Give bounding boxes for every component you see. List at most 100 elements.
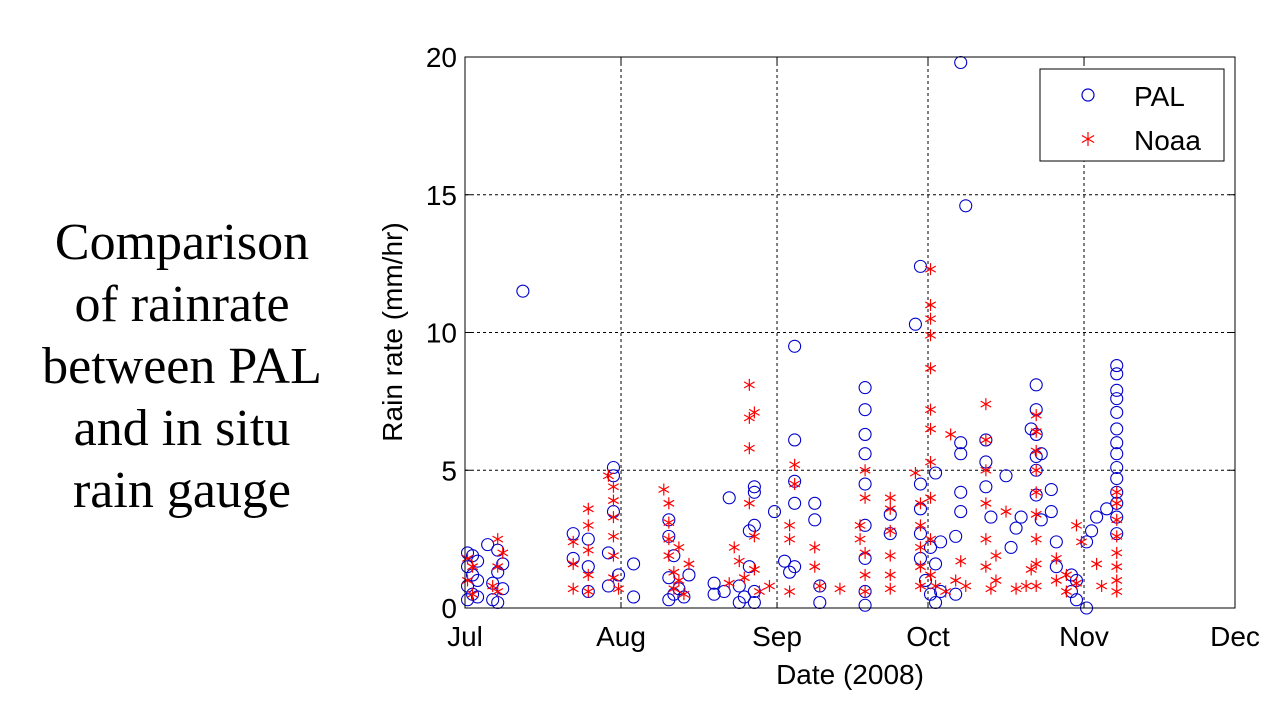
pal-point [913, 477, 928, 491]
y-axis-ticks: 0 5 10 15 20 [426, 42, 1235, 624]
y-axis-label: Rain rate (mm/hr) [377, 222, 408, 441]
noaa-point [784, 519, 796, 532]
noaa-point [1111, 585, 1123, 598]
noaa-point [980, 464, 992, 477]
pal-point [722, 491, 736, 505]
noaa-point [1070, 577, 1082, 590]
pal-point [1110, 359, 1124, 373]
pal-point [929, 557, 943, 571]
noaa-point [1070, 519, 1082, 532]
pal-point [1090, 510, 1104, 524]
noaa-point [925, 455, 937, 468]
noaa-point [930, 579, 942, 592]
noaa-point [859, 568, 871, 581]
pal-point [788, 339, 802, 353]
noaa-point [914, 560, 926, 573]
pal-point [954, 436, 968, 450]
noaa-point [467, 588, 479, 601]
noaa-point [748, 563, 760, 576]
pal-point [1110, 367, 1124, 381]
noaa-point [1030, 444, 1042, 457]
noaa-point [789, 458, 801, 471]
noaa-point [925, 362, 937, 375]
pal-point [858, 447, 872, 461]
legend-pal-marker [1081, 88, 1095, 102]
noaa-point [1075, 535, 1088, 548]
pal-point [1110, 422, 1124, 436]
noaa-point [1025, 563, 1037, 576]
pal-point [1110, 447, 1124, 461]
noaa-point [925, 568, 937, 581]
noaa-point [607, 480, 619, 493]
pal-point [1085, 524, 1099, 538]
noaa-point [1050, 574, 1062, 587]
noaa-point [809, 560, 821, 573]
pal-point [471, 573, 485, 588]
noaa-point [1030, 533, 1042, 546]
pal-point [929, 466, 943, 480]
noaa-point [1111, 560, 1123, 573]
caption-line: and in situ [73, 400, 291, 457]
noaa-point [950, 574, 962, 587]
noaa-point [753, 585, 765, 598]
noaa-point [582, 568, 594, 581]
pal-point [1004, 540, 1018, 554]
y-tick-label: 15 [426, 180, 457, 211]
noaa-point [1030, 425, 1042, 438]
pal-point [707, 576, 721, 590]
noaa-point [683, 557, 695, 570]
y-tick-label: 5 [441, 455, 457, 486]
caption-line: of rainrate [74, 276, 290, 333]
noaa-point [914, 497, 926, 510]
noaa-point [784, 533, 796, 546]
noaa-point [673, 541, 685, 554]
noaa-point [925, 298, 937, 311]
pal-point [1110, 471, 1124, 486]
noaa-point [663, 516, 675, 529]
noaa-point [497, 546, 509, 559]
noaa-point [884, 549, 896, 562]
noaa-point [980, 497, 992, 510]
noaa-point [612, 582, 625, 595]
noaa-point [859, 464, 871, 477]
pal-point [954, 447, 968, 461]
noaa-point [567, 557, 579, 570]
pal-point [788, 560, 802, 574]
noaa-point [834, 582, 846, 595]
noaa-point [1111, 486, 1123, 499]
slide-caption: Comparison of rainrate between PAL and i… [12, 212, 352, 522]
pal-point [788, 496, 802, 510]
pal-point [1044, 482, 1058, 497]
pal-point [808, 513, 822, 527]
caption-line: between PAL [42, 338, 322, 395]
noaa-point [663, 497, 675, 510]
noaa-point [985, 582, 997, 595]
noaa-point [909, 467, 921, 480]
noaa-point [859, 491, 871, 504]
noaa-point [743, 497, 755, 510]
pal-point [481, 538, 495, 552]
pal-point [1029, 378, 1043, 392]
noaa-point [678, 588, 690, 601]
noaa-point [914, 541, 926, 554]
noaa-point [673, 574, 685, 587]
noaa-point [1050, 552, 1062, 565]
noaa-point [884, 491, 896, 504]
legend-pal-label: PAL [1134, 81, 1185, 112]
legend: PAL Noaa [1039, 68, 1225, 162]
noaa-point [990, 574, 1002, 587]
pal-point [1034, 513, 1048, 527]
pal-point [1044, 505, 1058, 519]
noaa-point [925, 329, 937, 342]
noaa-point [607, 511, 619, 524]
noaa-point [663, 549, 675, 562]
noaa-point [748, 530, 760, 543]
noaa-point [1030, 409, 1042, 422]
noaa-point [1030, 579, 1042, 592]
pal-point [767, 505, 782, 519]
pal-point [788, 433, 802, 447]
pal-point [1009, 521, 1023, 535]
pal-point [1110, 383, 1124, 397]
noaa-point [733, 555, 745, 568]
noaa-point [492, 585, 504, 598]
